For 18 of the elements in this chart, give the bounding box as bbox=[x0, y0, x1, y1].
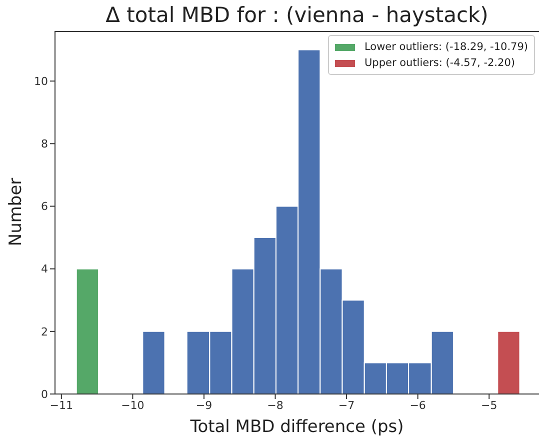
legend-label: Lower outliers: (-18.29, -10.79) bbox=[364, 41, 528, 53]
x-tick-label: −5 bbox=[480, 398, 498, 412]
x-tick-label: −6 bbox=[410, 398, 426, 412]
x-tick-label: −8 bbox=[267, 398, 284, 412]
legend-label: Upper outliers: (-4.57, -2.20) bbox=[364, 57, 515, 69]
x-tick-label: −11 bbox=[50, 398, 74, 412]
y-tick-label: 4 bbox=[41, 262, 48, 276]
y-axis-title: Number bbox=[5, 178, 27, 246]
x-axis-title: Total MBD difference (ps) bbox=[189, 416, 405, 438]
x-tick-label: −9 bbox=[196, 398, 212, 412]
y-tick-label: 0 bbox=[41, 388, 48, 401]
x-tick-label: −10 bbox=[121, 398, 144, 412]
y-tick-label: 10 bbox=[34, 74, 48, 88]
y-tick-label: 6 bbox=[41, 200, 48, 214]
y-tick-label: 8 bbox=[41, 138, 48, 151]
x-tick-label: −7 bbox=[338, 398, 355, 412]
chart-title: Δ total MBD for : (vienna - haystack) bbox=[104, 3, 490, 27]
y-tick-label: 2 bbox=[41, 325, 48, 338]
